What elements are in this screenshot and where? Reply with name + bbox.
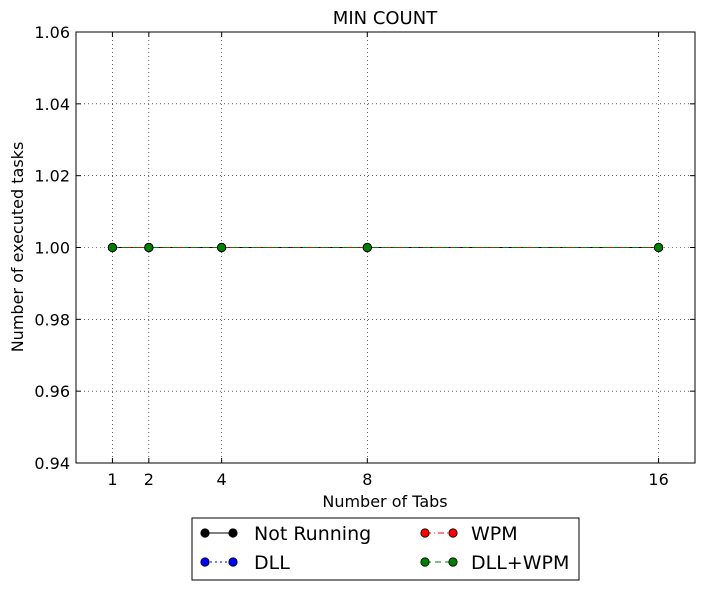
legend-marker (448, 528, 458, 538)
y-tick-label: 0.96 (34, 382, 70, 401)
y-tick-label: 1.02 (34, 167, 70, 186)
legend-item: DLL+WPM (420, 552, 569, 574)
legend-label: WPM (471, 523, 518, 545)
data-point (653, 242, 664, 253)
legend-label: Not Running (254, 523, 371, 545)
axis-ticks (76, 31, 695, 464)
legend-marker (448, 557, 458, 567)
x-tick-labels: 1 2 4 8 16 (107, 470, 668, 489)
legend-item: WPM (420, 523, 518, 545)
legend-marker (200, 557, 210, 567)
legend-marker (420, 557, 430, 567)
data-point (362, 242, 372, 253)
legend-marker (228, 528, 238, 538)
chart-title: MIN COUNT (333, 8, 438, 29)
y-tick-label: 0.94 (34, 454, 70, 473)
legend-marker (200, 528, 210, 538)
y-tick-labels: 0.94 0.96 0.98 1.00 1.02 1.04 1.06 (34, 23, 70, 473)
y-tick-label: 1.00 (34, 239, 70, 258)
series-layer (107, 242, 664, 253)
legend-item: Not Running (200, 523, 371, 545)
data-point (217, 242, 227, 253)
legend-item: DLL (200, 552, 290, 574)
y-tick-label: 0.98 (34, 310, 70, 329)
legend-marker (228, 557, 238, 567)
y-axis-label: Number of executed tasks (8, 142, 27, 353)
legend-label: DLL+WPM (471, 552, 569, 574)
x-tick-label: 2 (144, 470, 154, 489)
legend-marker (420, 528, 430, 538)
legend-label: DLL (254, 552, 290, 574)
data-point (107, 242, 118, 253)
y-tick-label: 1.06 (34, 23, 70, 42)
legend-frame (191, 517, 580, 581)
y-tick-label: 1.04 (34, 95, 70, 114)
series-dll-wpm (107, 242, 664, 253)
x-tick-label: 1 (107, 470, 117, 489)
x-tick-label: 16 (648, 470, 668, 489)
x-tick-label: 8 (362, 470, 372, 489)
chart-legend: Not Running DLL WPM DLL+WPM (191, 517, 580, 581)
x-tick-label: 4 (217, 470, 227, 489)
data-point (144, 242, 154, 253)
x-axis-label: Number of Tabs (322, 492, 447, 511)
